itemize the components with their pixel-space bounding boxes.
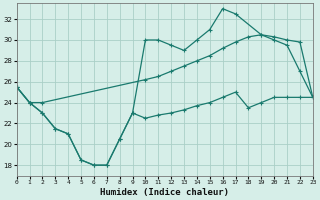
X-axis label: Humidex (Indice chaleur): Humidex (Indice chaleur) — [100, 188, 229, 197]
